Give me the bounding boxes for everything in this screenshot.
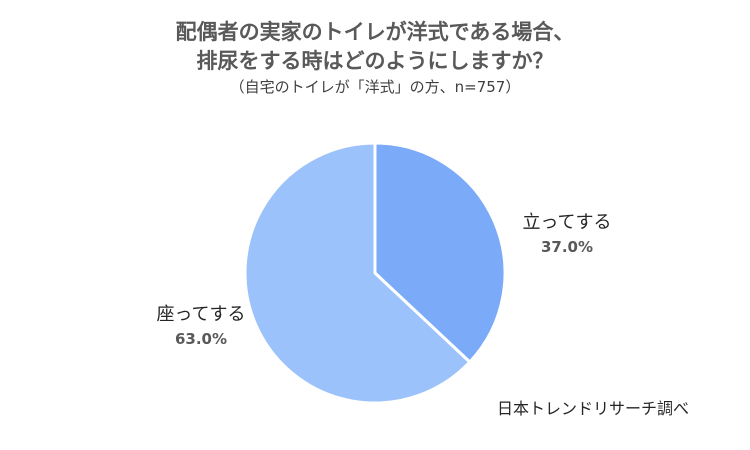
chart-title-line-1: 配偶者の実家のトイレが洋式である場合、 xyxy=(175,20,575,44)
slice-value-sitting: 63.0% xyxy=(174,330,228,348)
slice-value-standing: 37.0% xyxy=(540,238,594,256)
slice-label-sitting: 座ってする 63.0% xyxy=(146,300,256,348)
chart-title-line-2: 排尿をする時はどのようにしますか？ xyxy=(196,49,554,73)
slice-name-sitting: 座ってする xyxy=(156,304,246,325)
slice-label-standing: 立ってする 37.0% xyxy=(512,208,622,256)
chart-subtitle: （自宅のトイレが「洋式」の方、n=757） xyxy=(229,78,521,96)
source-note: 日本トレンドリサーチ調べ xyxy=(497,399,690,418)
slice-name-standing: 立ってする xyxy=(522,212,612,233)
pie-slice-0 xyxy=(373,141,507,364)
pie-slice-1 xyxy=(243,141,472,405)
